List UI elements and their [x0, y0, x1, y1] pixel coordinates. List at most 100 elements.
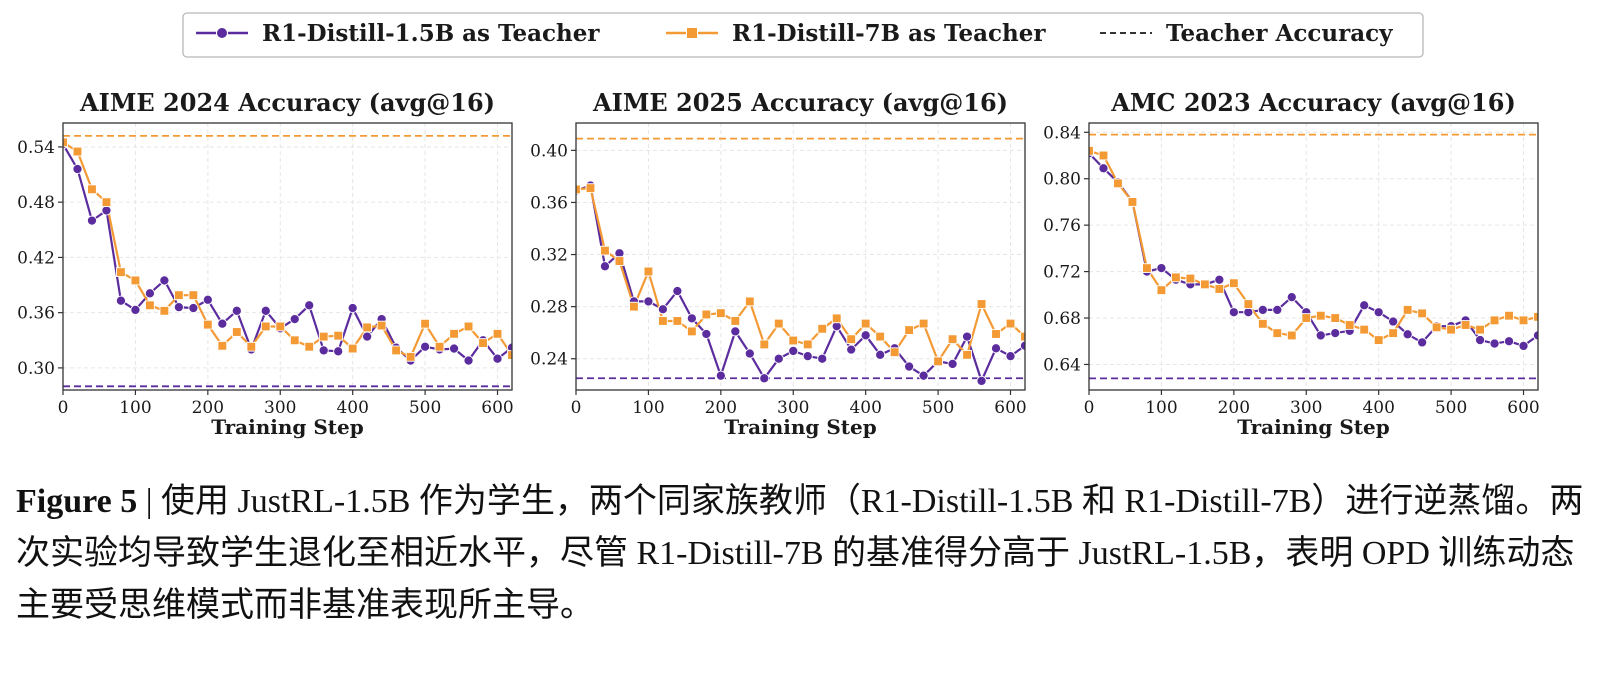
data-point-r1-distill-1-5b-as-teacher — [976, 375, 987, 386]
data-point-r1-distill-7b-as-teacher — [773, 318, 784, 329]
data-point-r1-distill-7b-as-teacher — [347, 343, 358, 354]
data-point-r1-distill-1-5b-as-teacher — [1417, 337, 1428, 348]
data-point-r1-distill-7b-as-teacher — [1388, 328, 1399, 338]
data-point-r1-distill-7b-as-teacher — [904, 325, 914, 335]
data-point-r1-distill-7b-as-teacher — [101, 197, 112, 208]
data-point-r1-distill-7b-as-teacher — [1344, 320, 1355, 330]
data-point-r1-distill-1-5b-as-teacher — [918, 370, 929, 381]
data-point-r1-distill-1-5b-as-teacher — [333, 346, 344, 357]
data-point-r1-distill-7b-as-teacher — [130, 275, 141, 286]
y-tick-label: 0.40 — [530, 141, 568, 161]
data-point-r1-distill-1-5b-as-teacher — [962, 331, 973, 342]
data-point-r1-distill-7b-as-teacher — [947, 334, 958, 345]
data-point-r1-distill-1-5b-as-teacher — [817, 353, 828, 364]
x-tick-label: 400 — [1362, 398, 1394, 418]
data-point-r1-distill-1-5b-as-teacher — [759, 373, 770, 384]
data-point-r1-distill-1-5b-as-teacher — [231, 305, 242, 316]
y-tick-label: 0.28 — [530, 298, 568, 318]
data-point-r1-distill-1-5b-as-teacher — [1286, 292, 1297, 303]
x-tick-label: 300 — [1290, 398, 1322, 418]
y-tick-label: 0.64 — [1043, 355, 1081, 375]
figure: R1-Distill-1.5B as Teacher R1-Distill-7B… — [17, 12, 1540, 439]
y-tick-label: 0.36 — [17, 304, 55, 324]
data-point-r1-distill-1-5b-as-teacher — [202, 294, 213, 305]
panel-amc-2023: 0 100 200 300 400 500 600 0.64 0.68 0.72 0.76 0.80 0… — [1043, 88, 1540, 439]
data-point-r1-distill-1-5b-as-teacher — [1005, 351, 1016, 362]
data-point-r1-distill-7b-as-teacher — [817, 323, 828, 334]
data-point-r1-distill-1-5b-as-teacher — [904, 361, 915, 372]
data-point-r1-distill-7b-as-teacher — [1272, 328, 1283, 338]
data-point-r1-distill-1-5b-as-teacher — [1272, 304, 1283, 315]
data-point-r1-distill-1-5b-as-teacher — [492, 353, 503, 364]
data-point-r1-distill-1-5b-as-teacher — [643, 296, 654, 307]
legend-label-teacher-accuracy: Teacher Accuracy — [1166, 20, 1393, 47]
legend-label-teacher-1-5b: R1-Distill-1.5B as Teacher — [262, 20, 600, 47]
data-point-r1-distill-7b-as-teacher — [744, 296, 755, 307]
x-tick-label: 600 — [994, 398, 1026, 418]
data-point-r1-distill-7b-as-teacher — [1518, 315, 1529, 326]
data-point-r1-distill-1-5b-as-teacher — [347, 303, 358, 314]
data-point-r1-distill-7b-as-teacher — [600, 245, 610, 256]
data-point-r1-distill-7b-as-teacher — [217, 340, 228, 351]
data-point-r1-distill-7b-as-teacher — [304, 341, 315, 352]
data-point-r1-distill-7b-as-teacher — [1460, 320, 1471, 330]
data-point-r1-distill-1-5b-as-teacher — [701, 328, 712, 340]
data-point-r1-distill-1-5b-as-teacher — [1388, 316, 1399, 327]
data-point-r1-distill-1-5b-as-teacher — [362, 331, 373, 342]
data-point-r1-distill-7b-as-teacher — [1446, 324, 1456, 335]
legend-marker-square — [686, 27, 698, 39]
y-tick-label: 0.84 — [1043, 123, 1081, 143]
data-point-r1-distill-7b-as-teacher — [1417, 308, 1427, 319]
data-point-r1-distill-7b-as-teacher — [1156, 285, 1167, 296]
y-tick-label: 0.68 — [1043, 309, 1081, 329]
legend-label-teacher-7b: R1-Distill-7B as Teacher — [732, 20, 1046, 47]
data-point-r1-distill-7b-as-teacher — [87, 184, 97, 195]
data-point-r1-distill-7b-as-teacher — [1402, 305, 1413, 315]
data-point-r1-distill-7b-as-teacher — [507, 350, 512, 360]
data-point-r1-distill-7b-as-teacher — [576, 184, 581, 195]
data-point-r1-distill-7b-as-teacher — [1315, 310, 1326, 321]
data-point-r1-distill-7b-as-teacher — [1286, 330, 1297, 341]
data-point-r1-distill-1-5b-as-teacher — [463, 355, 474, 366]
data-point-r1-distill-7b-as-teacher — [1243, 299, 1254, 309]
x-tick-label: 500 — [409, 398, 441, 418]
data-point-r1-distill-7b-as-teacher — [1431, 322, 1442, 333]
axes-frame — [575, 122, 1026, 391]
data-point-r1-distill-7b-as-teacher — [391, 345, 401, 356]
series-line-r1-distill-7b-as-teacher — [1089, 149, 1538, 342]
x-tick-label: 600 — [1507, 398, 1539, 418]
data-point-r1-distill-7b-as-teacher — [1330, 313, 1341, 323]
data-point-r1-distill-7b-as-teacher — [875, 331, 886, 342]
data-point-r1-distill-1-5b-as-teacher — [159, 275, 170, 286]
data-point-r1-distill-1-5b-as-teacher — [1315, 330, 1326, 341]
data-point-r1-distill-7b-as-teacher — [672, 316, 683, 326]
data-point-r1-distill-7b-as-teacher — [658, 316, 668, 326]
data-point-r1-distill-1-5b-as-teacher — [1214, 274, 1225, 285]
legend: R1-Distill-1.5B as Teacher R1-Distill-7B… — [182, 12, 1424, 58]
y-tick-label: 0.80 — [1043, 170, 1081, 190]
plot-area — [1089, 146, 1538, 351]
axes-frame — [1088, 122, 1539, 391]
data-point-r1-distill-1-5b-as-teacher — [86, 215, 98, 226]
data-point-r1-distill-7b-as-teacher — [246, 341, 257, 352]
x-tick-label: 400 — [336, 398, 368, 418]
data-point-r1-distill-1-5b-as-teacher — [744, 348, 755, 359]
data-point-r1-distill-1-5b-as-teacher — [657, 304, 668, 315]
data-point-r1-distill-7b-as-teacher — [1489, 315, 1500, 326]
data-point-r1-distill-7b-as-teacher — [629, 301, 639, 312]
data-point-r1-distill-1-5b-as-teacher — [1257, 304, 1268, 315]
data-point-r1-distill-7b-as-teacher — [701, 309, 712, 320]
data-point-r1-distill-7b-as-teacher — [1257, 318, 1268, 329]
data-point-r1-distill-7b-as-teacher — [275, 321, 286, 332]
data-point-r1-distill-7b-as-teacher — [116, 267, 126, 278]
data-point-r1-distill-7b-as-teacher — [1185, 273, 1196, 284]
data-point-r1-distill-7b-as-teacher — [1504, 310, 1514, 321]
x-tick-label: 0 — [58, 398, 69, 418]
data-point-r1-distill-7b-as-teacher — [202, 319, 213, 330]
data-point-r1-distill-1-5b-as-teacher — [420, 341, 431, 352]
data-point-r1-distill-7b-as-teacher — [376, 320, 387, 331]
data-point-r1-distill-1-5b-as-teacher — [1019, 340, 1025, 351]
x-tick-label: 0 — [571, 398, 582, 418]
data-point-r1-distill-7b-as-teacher — [1359, 324, 1370, 335]
y-tick-label: 0.54 — [17, 138, 55, 158]
